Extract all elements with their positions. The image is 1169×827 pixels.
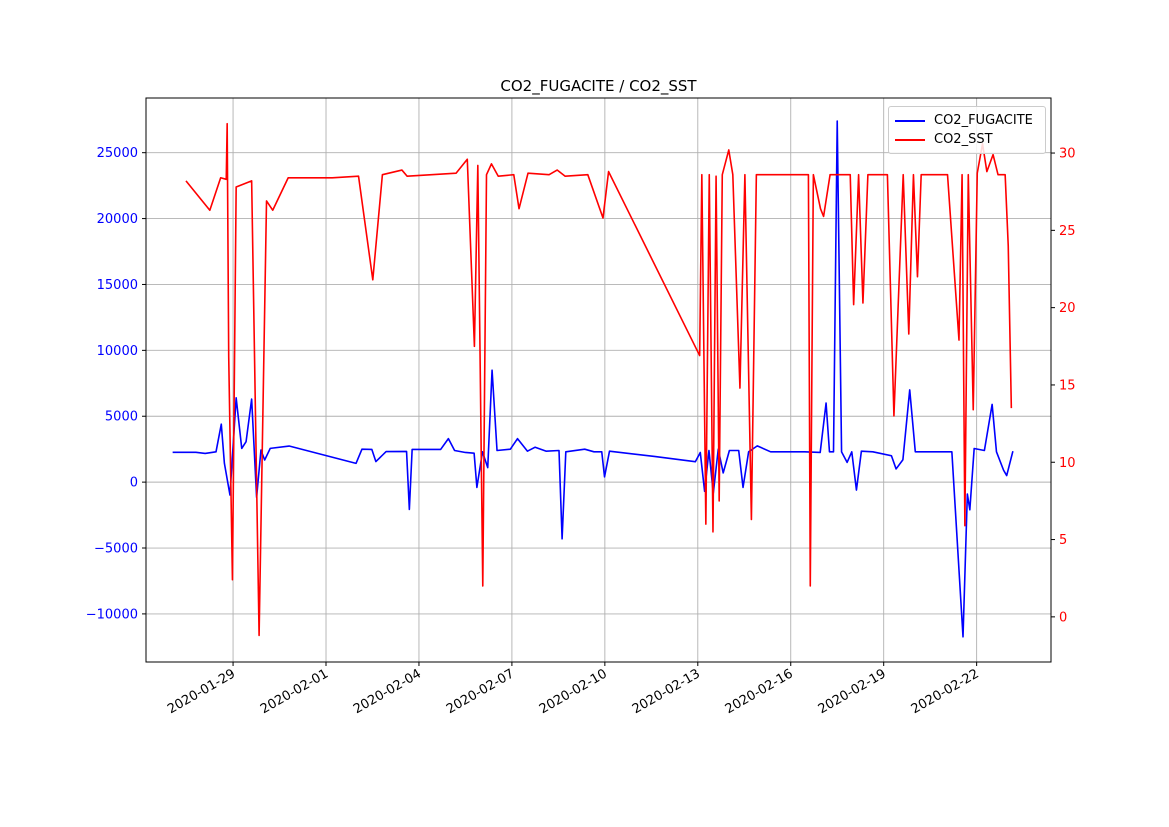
chart-title: CO2_FUGACITE / CO2_SST [500,77,697,95]
x-tick-label: 2020-02-22 [909,666,982,717]
axes-background [146,98,1051,662]
axes-spines [145,97,1052,663]
left-tick-label: 20000 [97,212,138,227]
right-tick-label: 15 [1059,378,1076,393]
legend: CO2_FUGACITE CO2_SST [888,106,1046,154]
legend-label-co2-fugacite: CO2_FUGACITE [934,113,1033,128]
legend-item-co2-sst: CO2_SST [895,130,1037,149]
left-tick-label: 15000 [97,278,138,293]
left-tick-label: 5000 [105,410,138,425]
left-tick-label: 10000 [97,344,138,359]
x-tick-label: 2020-02-04 [351,666,424,717]
right-tick-label: 5 [1059,533,1067,548]
x-tick-label: 2020-02-13 [630,666,703,717]
left-tick-label: 0 [130,476,138,491]
x-tick-label: 2020-02-19 [816,666,889,717]
x-tick-label: 2020-02-16 [723,666,796,717]
x-tick-label: 2020-01-29 [165,666,238,717]
x-tick-label: 2020-02-01 [258,666,331,717]
x-tick-label: 2020-02-07 [444,666,517,717]
left-tick-label: −10000 [86,607,138,622]
left-tick-label: 25000 [97,146,138,161]
series-line-co2_fugacite [172,120,1014,638]
legend-line-blue-icon [895,119,925,122]
left-tick-label: −5000 [94,542,138,557]
x-tick-label: 2020-02-10 [537,666,610,717]
right-tick-label: 10 [1059,456,1076,471]
legend-item-co2-fugacite: CO2_FUGACITE [895,111,1037,130]
right-tick-label: 30 [1059,147,1076,162]
legend-label-co2-sst: CO2_SST [934,132,993,147]
series-line-co2_sst [185,122,1013,637]
right-tick-label: 0 [1059,610,1067,625]
legend-line-red-icon [895,138,925,141]
right-tick-label: 20 [1059,301,1076,316]
right-tick-label: 25 [1059,224,1076,239]
